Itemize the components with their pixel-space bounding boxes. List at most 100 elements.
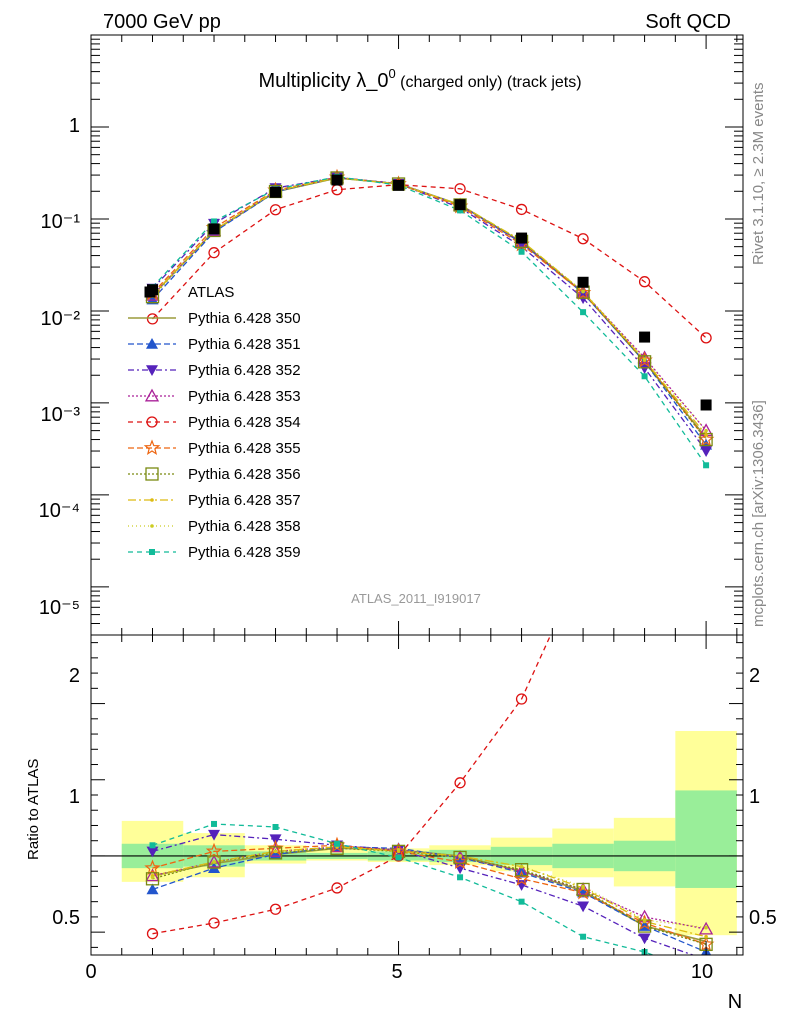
series-4-ratio-point-8 — [575, 882, 591, 895]
legend-label-5: Pythia 6.428 354 — [188, 414, 301, 431]
atlas-point-3 — [270, 186, 282, 198]
series-9-ratio-point-10 — [704, 925, 708, 930]
rivet-version-label: Rivet 3.1.10, ≥ 2.3M events — [750, 83, 767, 266]
series-9-ratio-point-9 — [642, 918, 647, 922]
series-5-ratio-point-7 — [515, 693, 528, 705]
series-7-ratio-point-1 — [145, 872, 160, 886]
series-4-ratio-point-1 — [145, 868, 160, 882]
ratio-plot-frame — [90, 634, 744, 956]
y-tick-label-1e-5: 10⁻⁵ — [39, 597, 80, 619]
y-tick-label-1e-2: 10⁻² — [41, 308, 81, 330]
series-8-ratio-line — [152, 846, 707, 938]
mcplots-reference-label: mcplots.cern.ch [arXiv:1306.3436] — [750, 400, 767, 627]
legend-atlas-marker — [144, 286, 156, 298]
series-10-upper-point-7 — [518, 248, 525, 255]
atlas-point-10 — [700, 399, 712, 411]
upper-series-lines — [151, 176, 707, 466]
legend-marker-5 — [146, 416, 158, 428]
chart-title-main: Multiplicity λ_0 — [258, 70, 388, 92]
legend-label-8: Pythia 6.428 357 — [188, 492, 301, 509]
legend-marker-9 — [150, 524, 154, 528]
legend-marker-8 — [150, 498, 154, 502]
ratio-series-lines — [152, 635, 707, 955]
series-10-upper-line — [152, 176, 707, 466]
legend-label-2: Pythia 6.428 351 — [188, 336, 301, 353]
series-6-upper-line — [152, 176, 707, 440]
chart-title-rest: (charged only) (track jets) — [396, 74, 582, 91]
series-9-ratio-point-3 — [273, 849, 278, 854]
series-10-ratio-point-4 — [334, 840, 341, 847]
series-2-ratio-line — [152, 846, 707, 953]
series-6-ratio-point-5 — [390, 842, 407, 859]
series-5-upper-point-10 — [700, 332, 712, 344]
series-6-ratio-point-9 — [636, 914, 653, 931]
atlas-point-5 — [393, 179, 405, 191]
series-5-upper-point-9 — [638, 276, 651, 288]
x-tick-label-5: 5 — [391, 961, 402, 983]
series-9-ratio-point-2 — [212, 860, 216, 864]
series-10-ratio-point-1 — [149, 842, 156, 849]
series-9-upper-point-8 — [581, 289, 585, 294]
series-4-ratio-point-6 — [452, 850, 468, 863]
ratio-tick-label-05-right: 0.5 — [749, 907, 777, 929]
series-10-upper-point-6 — [457, 207, 464, 214]
series-6-upper-point-10 — [697, 430, 715, 447]
legend-label-7: Pythia 6.428 356 — [188, 466, 301, 483]
series-3-ratio-point-2 — [208, 829, 221, 841]
atlas-point-4 — [331, 174, 343, 186]
series-8-upper-line — [152, 177, 707, 436]
atlas-point-2 — [208, 223, 220, 235]
series-5-ratio-point-6 — [454, 777, 466, 789]
series-9-ratio-point-5 — [396, 848, 401, 852]
series-9-upper-point-10 — [704, 428, 708, 433]
series-5-upper-point-4 — [331, 184, 343, 196]
series-4-upper-point-8 — [575, 284, 591, 298]
ratio-y-axis-label: Ratio to ATLAS — [25, 759, 42, 860]
series-9-upper-line — [152, 177, 707, 432]
legend-marker-3 — [146, 365, 158, 376]
series-5-ratio-point-2 — [208, 917, 220, 929]
series-10-upper-point-2 — [211, 218, 218, 225]
series-5-ratio-point-10 — [701, 180, 711, 190]
chart-title-sup: 0 — [388, 66, 395, 81]
series-7-ratio-point-7 — [514, 863, 529, 877]
ratio-tick-label-05-left: 0.5 — [52, 907, 80, 929]
ratio-tick-label-2-left: 2 — [69, 665, 80, 687]
series-9-ratio-point-8 — [581, 884, 585, 889]
series-3-ratio-point-7 — [515, 880, 528, 891]
series-6-ratio-point-6 — [451, 853, 469, 870]
ratio-tick-label-2-right: 2 — [749, 665, 760, 687]
ratio-y-tick-labels: 2 1 0.5 2 1 0.5 — [52, 665, 777, 929]
legend-label-1: Pythia 6.428 350 — [188, 310, 301, 327]
series-5-upper-point-7 — [515, 203, 528, 216]
legend-marker-7 — [145, 467, 159, 481]
analysis-id-label: ATLAS_2011_I919017 — [351, 591, 481, 606]
series-2-ratio-point-1 — [146, 883, 159, 895]
series-4-ratio-point-10 — [698, 921, 714, 935]
legend-label-6: Pythia 6.428 355 — [188, 440, 301, 457]
y-tick-label-1e-4: 10⁻⁴ — [39, 500, 80, 522]
series-10-ratio-point-5 — [395, 854, 402, 861]
series-9-ratio-point-7 — [519, 864, 524, 869]
legend-marker-6 — [143, 439, 161, 456]
series-7-ratio-point-3 — [268, 846, 283, 860]
legend-label-3: Pythia 6.428 352 — [188, 362, 301, 379]
series-9-ratio-point-1 — [150, 875, 155, 880]
legend-marker-4 — [144, 388, 160, 402]
series-10-ratio-point-3 — [272, 824, 279, 830]
series-10-upper-point-9 — [641, 373, 648, 380]
series-5-upper-point-6 — [454, 183, 466, 195]
series-3-upper-point-10 — [700, 446, 713, 458]
series-5-upper-point-3 — [269, 204, 282, 216]
atlas-point-6 — [454, 199, 466, 211]
series-10-upper-point-8 — [580, 309, 587, 316]
series-7-ratio-line — [152, 847, 707, 945]
series-3-ratio-line — [152, 833, 695, 955]
series-10-ratio-point-7 — [518, 898, 525, 905]
series-3-ratio-point-1 — [146, 846, 159, 858]
series-5-upper-point-1 — [146, 313, 159, 325]
series-5-upper-point-2 — [208, 247, 220, 259]
series-5-ratio-point-3 — [269, 903, 282, 915]
legend-marker-2 — [146, 338, 158, 349]
